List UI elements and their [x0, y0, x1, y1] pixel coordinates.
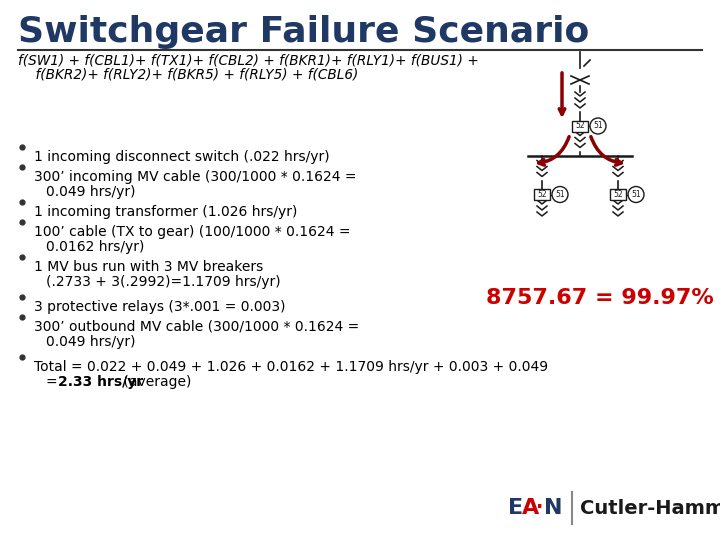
- Text: E: E: [508, 498, 523, 518]
- Text: 51: 51: [593, 122, 603, 131]
- Text: f(SW1) + f(CBL1)+ f(TX1)+ f(CBL2) + f(BKR1)+ f(RLY1)+ f(BUS1) +: f(SW1) + f(CBL1)+ f(TX1)+ f(CBL2) + f(BK…: [18, 53, 479, 67]
- Text: 51: 51: [631, 190, 641, 199]
- Circle shape: [628, 186, 644, 202]
- Text: 0.0162 hrs/yr): 0.0162 hrs/yr): [46, 240, 145, 254]
- Text: 0.049 hrs/yr): 0.049 hrs/yr): [46, 335, 135, 349]
- Text: ·: ·: [536, 497, 544, 516]
- Bar: [572, 120, 588, 132]
- Text: (average): (average): [119, 375, 192, 389]
- Text: Cutler-Hammer: Cutler-Hammer: [580, 498, 720, 517]
- Text: 2.33 hrs/yr: 2.33 hrs/yr: [58, 375, 143, 389]
- Circle shape: [590, 118, 606, 134]
- Text: f(BKR2)+ f(RLY2)+ f(BKR5) + f(RLY5) + f(CBL6): f(BKR2)+ f(RLY2)+ f(BKR5) + f(RLY5) + f(…: [18, 67, 359, 81]
- Text: A: A: [522, 498, 539, 518]
- Text: 52: 52: [613, 190, 623, 199]
- Text: (.2733 + 3(.2992)=1.1709 hrs/yr): (.2733 + 3(.2992)=1.1709 hrs/yr): [46, 275, 281, 289]
- Bar: [610, 189, 626, 200]
- Text: 1 incoming disconnect switch (.022 hrs/yr): 1 incoming disconnect switch (.022 hrs/y…: [34, 150, 330, 164]
- Text: 300’ outbound MV cable (300/1000 * 0.1624 =: 300’ outbound MV cable (300/1000 * 0.162…: [34, 320, 359, 334]
- Text: 100’ cable (TX to gear) (100/1000 * 0.1624 =: 100’ cable (TX to gear) (100/1000 * 0.16…: [34, 225, 351, 239]
- Text: Total = 0.022 + 0.049 + 1.026 + 0.0162 + 1.1709 hrs/yr + 0.003 + 0.049: Total = 0.022 + 0.049 + 1.026 + 0.0162 +…: [34, 360, 548, 374]
- Text: 52: 52: [575, 122, 585, 131]
- Text: 0.049 hrs/yr): 0.049 hrs/yr): [46, 185, 135, 199]
- Text: 300’ incoming MV cable (300/1000 * 0.1624 =: 300’ incoming MV cable (300/1000 * 0.162…: [34, 170, 356, 184]
- Text: N: N: [544, 498, 562, 518]
- Text: 1 incoming transformer (1.026 hrs/yr): 1 incoming transformer (1.026 hrs/yr): [34, 205, 297, 219]
- Text: Switchgear Failure Scenario: Switchgear Failure Scenario: [18, 15, 589, 49]
- Text: 52: 52: [537, 190, 546, 199]
- Circle shape: [552, 186, 568, 202]
- Text: 51: 51: [555, 190, 564, 199]
- Text: 3 protective relays (3*.001 = 0.003): 3 protective relays (3*.001 = 0.003): [34, 300, 286, 314]
- Text: 8757.67 = 99.97%: 8757.67 = 99.97%: [486, 288, 714, 308]
- Text: 1 MV bus run with 3 MV breakers: 1 MV bus run with 3 MV breakers: [34, 260, 264, 274]
- Bar: [534, 189, 550, 200]
- Text: =: =: [46, 375, 62, 389]
